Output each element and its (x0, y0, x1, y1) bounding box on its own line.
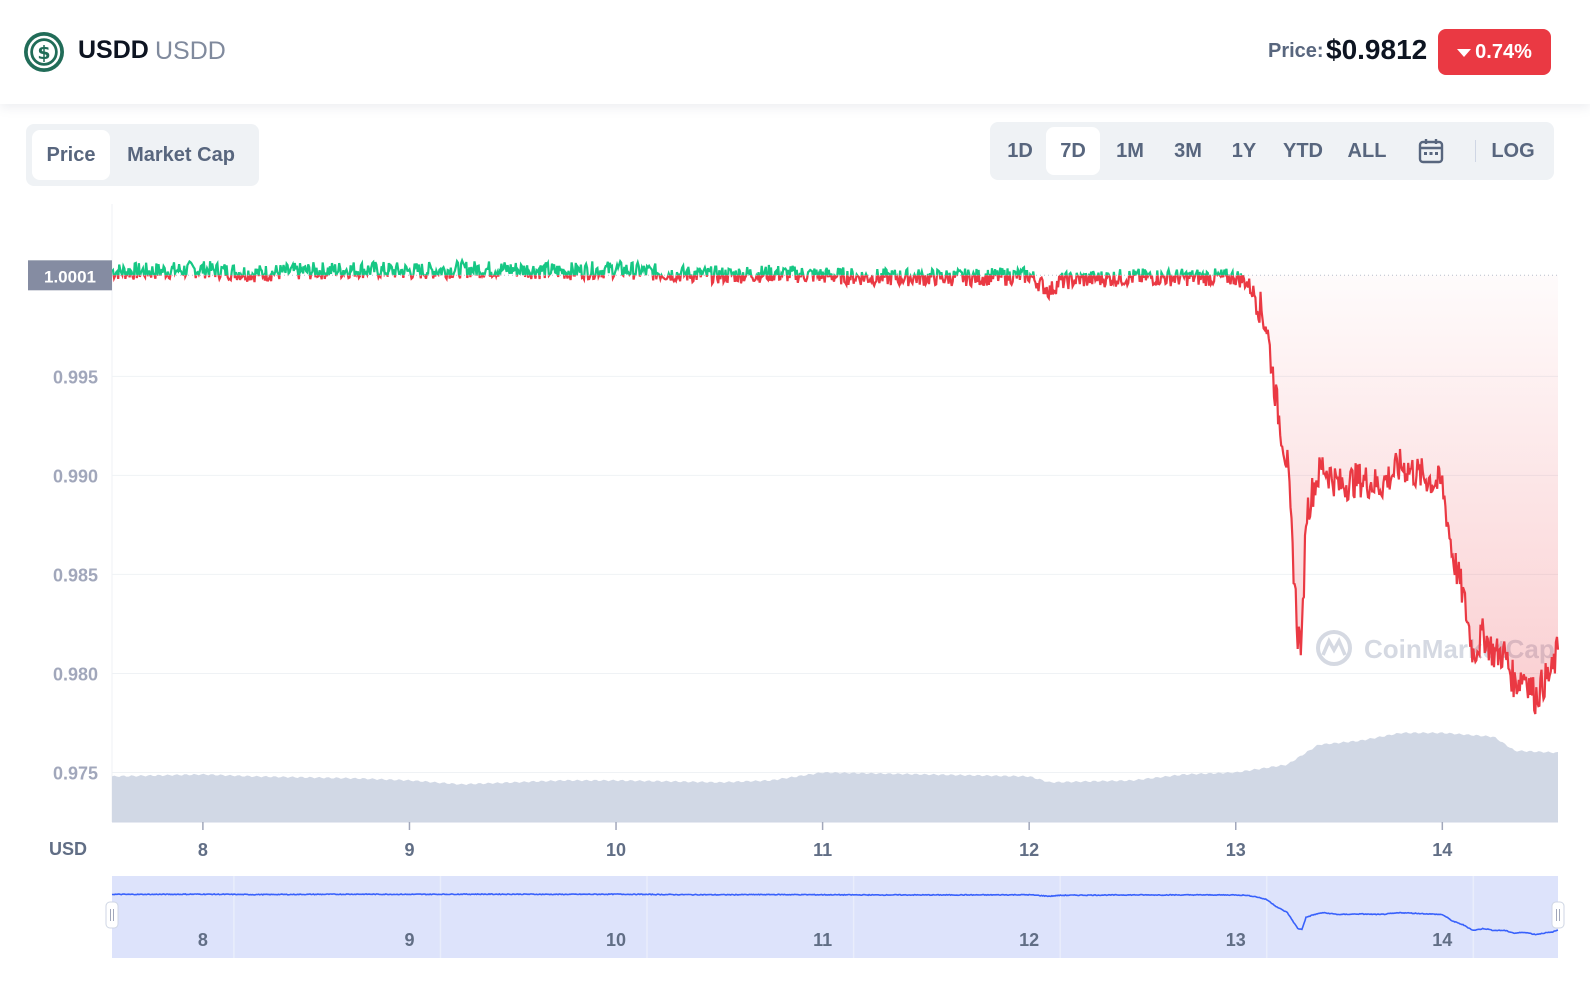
navigator-tick-label: 8 (198, 930, 208, 950)
navigator[interactable]: 8 9 10 11 12 13 14 (105, 876, 1565, 958)
price-value: $0.9812 (1326, 34, 1428, 65)
x-tick-label: 14 (1432, 840, 1452, 860)
range-1m[interactable]: 1M (1116, 139, 1144, 162)
y-tick-label: 0.985 (53, 565, 98, 585)
price-line-up (111, 257, 1245, 276)
x-tick-label: 13 (1226, 840, 1246, 860)
svg-text:$: $ (37, 42, 50, 64)
tab-market-cap[interactable]: Market Cap (127, 143, 235, 166)
navigator-tick-label: 9 (404, 930, 414, 950)
navigator-tick-label: 12 (1019, 930, 1039, 950)
coin-name: USDD (78, 36, 149, 64)
tab-price[interactable]: Price (32, 130, 110, 180)
currency-label: USD (49, 839, 87, 859)
navigator-tick-label: 14 (1432, 930, 1452, 950)
x-tick-label: 10 (606, 840, 626, 860)
navigator-tick-label: 10 (606, 930, 626, 950)
volume-area (112, 732, 1558, 822)
price-change-badge: 0.74% (1438, 29, 1551, 75)
navigator-tick-label: 11 (813, 930, 832, 950)
price-line-down (112, 275, 1560, 715)
calendar-button[interactable] (1406, 127, 1456, 175)
axes: 0.975 0.980 0.985 0.990 0.995 8 9 10 11 12 13 14 USD (49, 367, 1558, 860)
reference-badge (28, 260, 112, 291)
range-1d[interactable]: 1D (1007, 139, 1033, 162)
x-tick-label: 8 (198, 840, 208, 860)
reference-label: 1.0001 (44, 267, 96, 286)
coin-symbol: USDD (155, 37, 226, 65)
navigator-tick-label: 13 (1226, 930, 1246, 950)
y-tick-label: 0.990 (53, 466, 98, 486)
navigator-handle-right[interactable] (1551, 901, 1565, 929)
price-label: Price: (1268, 40, 1324, 62)
range-ytd[interactable]: YTD (1283, 139, 1323, 162)
price-series (111, 257, 1560, 715)
range-3m[interactable]: 3M (1174, 139, 1202, 162)
metric-toggle: Price Market Cap (26, 124, 259, 186)
caret-down-icon (1457, 49, 1472, 57)
log-toggle[interactable]: LOG (1491, 139, 1535, 162)
navigator-background (112, 876, 1558, 958)
range-toggle: 1D 7D 1M 3M 1Y YTD ALL LOG (990, 122, 1554, 180)
navigator-handle-left[interactable] (105, 901, 119, 929)
x-tick-label: 9 (404, 840, 414, 860)
y-tick-label: 0.995 (53, 367, 98, 387)
volume-area-shape (112, 732, 1558, 822)
y-tick-label: 0.980 (53, 664, 98, 684)
x-tick-label: 11 (813, 840, 832, 860)
range-divider (1475, 140, 1476, 162)
navigator-line (111, 892, 1559, 936)
price-change-value: 0.74% (1475, 40, 1532, 63)
range-1y[interactable]: 1Y (1231, 139, 1257, 162)
usdd-logo-icon: $ (24, 32, 64, 72)
coin-header: $ USDD USDD Price: $0.9812 0.74% (0, 0, 1590, 104)
x-tick-label: 12 (1019, 840, 1039, 860)
range-7d[interactable]: 7D (1046, 127, 1100, 175)
calendar-icon (1418, 139, 1444, 164)
drop-fill (1235, 275, 1558, 714)
y-tick-label: 0.975 (53, 763, 98, 783)
reference-line: 1.0001 (28, 260, 1558, 291)
range-all[interactable]: ALL (1347, 139, 1387, 162)
